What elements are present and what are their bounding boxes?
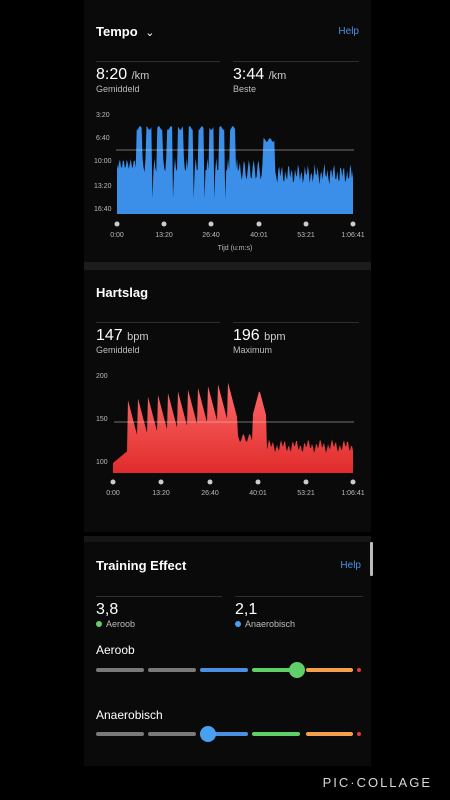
te-scale-segment xyxy=(200,732,248,736)
te-anaerobic-label: Anaerobisch xyxy=(245,619,296,629)
tempo-x-tick: 0:00 xyxy=(110,232,124,239)
section-divider xyxy=(84,262,371,270)
te-aerobic-legend: Aeroob xyxy=(96,619,222,629)
tempo-x-tick: 13:20 xyxy=(155,232,173,239)
hr-y-tick: 150 xyxy=(96,416,108,423)
tempo-y-tick: 3:20 xyxy=(96,112,110,119)
tempo-best-label: Beste xyxy=(233,84,257,94)
tempo-best-value: 3:44 xyxy=(233,66,265,83)
te-aerobic-label: Aeroob xyxy=(106,619,136,629)
section-divider xyxy=(84,536,371,542)
heart-rate-chart[interactable]: 200 150 100 0:00 13:20 26:40 40:01 53:21… xyxy=(84,368,371,508)
heart-rate-panel: Hartslag 147 bpm Gemiddeld 196 bpm Maxim… xyxy=(84,270,371,532)
tempo-x-tick: 53:21 xyxy=(297,232,315,239)
tempo-avg-value: 8:20 xyxy=(96,66,128,83)
te-aerobic-stat: 3,8 Aeroob xyxy=(96,596,222,629)
te-scale-segment xyxy=(96,732,144,736)
hr-max-stat: 196 bpm Maximum xyxy=(233,322,359,355)
tempo-x-tick: 26:40 xyxy=(202,232,220,239)
hr-avg-value: 147 xyxy=(96,327,123,344)
hr-x-tick: 53:21 xyxy=(297,490,315,497)
green-dot-icon xyxy=(96,621,102,627)
tempo-panel: Tempo ⌄ Help 8:20 /km Gemiddeld 3:44 /km… xyxy=(84,0,371,262)
te-scale-segment xyxy=(306,732,353,736)
te-scale-segment xyxy=(200,668,248,672)
hr-avg-unit: bpm xyxy=(127,331,149,343)
te-anaerobic-scale-title: Anaerobisch xyxy=(96,708,163,722)
chevron-down-icon[interactable]: ⌄ xyxy=(145,27,155,39)
tempo-chart[interactable]: 3:20 6:40 10:00 13:20 16:40 0:00 13:20 2… xyxy=(84,104,371,254)
tempo-best-unit: /km xyxy=(268,70,287,82)
tempo-y-axis: 3:20 6:40 10:00 13:20 16:40 xyxy=(94,112,112,213)
tempo-x-marker xyxy=(161,221,167,227)
tempo-avg-unit: /km xyxy=(131,70,150,82)
te-anaerobic-value: 2,1 xyxy=(235,601,258,618)
hr-y-axis: 200 150 100 xyxy=(96,373,108,466)
hr-x-tick: 26:40 xyxy=(201,490,219,497)
hr-x-tick: 40:01 xyxy=(249,490,267,497)
te-aerobic-value: 3,8 xyxy=(96,601,119,618)
watermark-logo: PIC·COLLAGE xyxy=(322,775,432,790)
training-effect-title: Training Effect xyxy=(96,558,187,573)
hr-x-marker xyxy=(158,479,164,485)
tempo-y-tick: 10:00 xyxy=(94,158,112,165)
tempo-y-tick: 13:20 xyxy=(94,183,112,190)
hr-area-series xyxy=(113,382,353,473)
hr-x-marker xyxy=(207,479,213,485)
hr-max-label: Maximum xyxy=(233,345,273,355)
hr-x-tick: 0:00 xyxy=(106,490,120,497)
te-aerobic-scale-title: Aeroob xyxy=(96,643,135,657)
te-anaerobic-marker xyxy=(200,726,216,742)
heart-rate-title: Hartslag xyxy=(96,285,149,300)
tempo-area-series xyxy=(117,126,353,214)
tempo-best-stat: 3:44 /km Beste xyxy=(233,61,359,94)
te-scale-segment xyxy=(252,668,300,672)
te-anaerobic-legend: Anaerobisch xyxy=(235,619,363,629)
tempo-help-link[interactable]: Help xyxy=(338,26,359,37)
tempo-x-axis-label: Tijd (u:m:s) xyxy=(218,245,253,252)
hr-x-tick: 13:20 xyxy=(152,490,170,497)
hr-x-marker xyxy=(255,479,261,485)
te-scale-segment xyxy=(148,732,196,736)
tempo-avg-label: Gemiddeld xyxy=(96,84,140,94)
tempo-x-tick: 1:06:41 xyxy=(341,232,364,239)
tempo-y-tick: 16:40 xyxy=(94,206,112,213)
hr-avg-label: Gemiddeld xyxy=(96,345,140,355)
hr-y-tick: 200 xyxy=(96,373,108,380)
te-scale-segment xyxy=(357,732,361,736)
tempo-x-marker xyxy=(256,221,262,227)
te-scale-segment xyxy=(148,668,196,672)
tempo-x-marker xyxy=(114,221,120,227)
tempo-y-tick: 6:40 xyxy=(96,135,110,142)
tempo-title[interactable]: Tempo ⌄ xyxy=(96,24,155,39)
te-scale-segment xyxy=(252,732,300,736)
hr-x-tick: 1:06:41 xyxy=(341,490,364,497)
tempo-x-axis: 0:00 13:20 26:40 40:01 53:21 1:06:41 Tij… xyxy=(110,221,365,252)
hr-x-axis: 0:00 13:20 26:40 40:01 53:21 1:06:41 xyxy=(106,479,365,497)
hr-avg-stat: 147 bpm Gemiddeld xyxy=(96,322,220,355)
te-scale-segment xyxy=(306,668,353,672)
te-aerobic-marker xyxy=(289,662,305,678)
hr-x-marker xyxy=(303,479,309,485)
hr-max-unit: bpm xyxy=(264,331,286,343)
tempo-x-marker xyxy=(208,221,214,227)
tempo-x-marker xyxy=(303,221,309,227)
training-effect-help-link[interactable]: Help xyxy=(340,560,361,571)
hr-x-marker xyxy=(110,479,116,485)
tempo-avg-stat: 8:20 /km Gemiddeld xyxy=(96,61,220,94)
tempo-x-marker xyxy=(350,221,356,227)
hr-max-value: 196 xyxy=(233,327,260,344)
te-scale-segment xyxy=(357,668,361,672)
training-effect-panel: Training Effect Help 3,8 Aeroob 2,1 Anae… xyxy=(84,542,371,766)
scrollbar-thumb[interactable] xyxy=(370,542,373,576)
tempo-title-text: Tempo xyxy=(96,24,138,39)
hr-y-tick: 100 xyxy=(96,459,108,466)
blue-dot-icon xyxy=(235,621,241,627)
te-anaerobic-stat: 2,1 Anaerobisch xyxy=(235,596,363,629)
te-scale-segment xyxy=(96,668,144,672)
hr-x-marker xyxy=(350,479,356,485)
tempo-x-tick: 40:01 xyxy=(250,232,268,239)
